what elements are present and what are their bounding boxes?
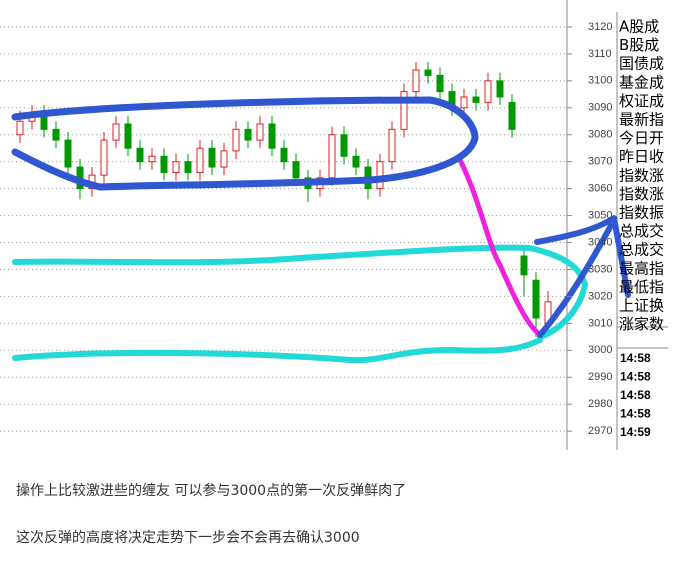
candle-body xyxy=(424,69,432,76)
post-text: 这次反弹的高度将决定走势下一步会不会再去确认3000 xyxy=(16,530,360,546)
candle-body xyxy=(148,155,156,163)
y-tick-label: 3060 xyxy=(588,183,612,195)
panel-label: 国债成 xyxy=(619,55,664,73)
panel-label: 指数振 xyxy=(619,204,664,222)
candle-body xyxy=(52,128,60,141)
y-tick-label: 3020 xyxy=(588,290,612,302)
candle-body xyxy=(412,69,420,93)
candle-body xyxy=(268,123,276,149)
panel-label: 指数涨 xyxy=(619,166,664,184)
y-tick-label: 3090 xyxy=(588,102,612,114)
y-tick-label: 2970 xyxy=(588,425,612,437)
panel-label: 涨家数 xyxy=(619,315,664,333)
annotation-line xyxy=(11,96,479,191)
panel-label: 最高指 xyxy=(619,259,664,277)
candle-body xyxy=(496,80,504,98)
y-tick-label: 3040 xyxy=(588,236,612,248)
candle-body xyxy=(64,139,72,168)
annotation-line xyxy=(537,217,617,338)
candle-body xyxy=(124,123,132,149)
post-text: 操作上比较激进些的缠友 可以参与3000点的第一次反弹鲜肉了 xyxy=(16,483,407,499)
candle-body xyxy=(100,139,108,176)
y-tick-label: 3010 xyxy=(588,317,612,329)
annotations xyxy=(11,96,631,364)
panel-time: 14:58 xyxy=(620,370,651,384)
candle-body xyxy=(400,91,408,130)
y-tick-label: 3100 xyxy=(588,75,612,87)
candle-body xyxy=(220,150,228,168)
candle-body xyxy=(460,96,468,109)
panel-label: 指数涨 xyxy=(619,185,664,203)
panel-label: 总成交 xyxy=(619,241,664,259)
y-tick-label: 3050 xyxy=(588,209,612,221)
candle-body xyxy=(196,147,204,173)
candle-body xyxy=(340,134,348,157)
annotation-line xyxy=(12,244,588,340)
chart: 2970 2980 2990 3000 3010 3020 3030 3040 3050 3060… xyxy=(0,0,668,450)
y-tick-label: 3110 xyxy=(588,48,612,60)
candle-body xyxy=(292,161,300,179)
candle-body xyxy=(436,74,444,93)
panel-label: 上证换 xyxy=(619,297,664,315)
candle-body xyxy=(256,123,264,141)
panel-label: 今日开 xyxy=(619,129,664,147)
candle-body xyxy=(472,96,480,103)
candle-body xyxy=(208,147,216,168)
panel-label: 基金成 xyxy=(619,73,664,91)
panel-label: A股成 xyxy=(619,18,659,36)
candle-body xyxy=(352,155,360,168)
y-tick-label: 2990 xyxy=(588,371,612,383)
candle-body xyxy=(184,161,192,173)
candle-body xyxy=(484,80,492,103)
candles xyxy=(0,26,567,432)
candle-body xyxy=(112,123,120,141)
candle-body xyxy=(328,134,336,179)
panel-label: 最新指 xyxy=(619,111,664,129)
panel-label: 总成交 xyxy=(619,222,664,240)
panel-time: 14:58 xyxy=(620,407,651,421)
panel-time: 14:58 xyxy=(620,388,651,402)
y-tick-label: 3030 xyxy=(588,263,612,275)
y-tick-label: 3080 xyxy=(588,129,612,141)
panel-time: 14:59 xyxy=(620,425,651,439)
panel-label: 最低指 xyxy=(619,278,664,296)
candle-body xyxy=(136,147,144,163)
y-tick-label: 3000 xyxy=(588,344,612,356)
candle-body xyxy=(280,147,288,163)
y-tick-label: 3070 xyxy=(588,156,612,168)
candle-body xyxy=(244,128,252,141)
candle-body xyxy=(160,155,168,173)
panel-label: B股成 xyxy=(619,36,659,54)
candle-body xyxy=(376,161,384,190)
panel-label: 权证成 xyxy=(619,92,664,110)
candle-body xyxy=(232,128,240,152)
annotation-line xyxy=(12,337,543,364)
y-tick-label: 3120 xyxy=(588,21,612,33)
candle-body xyxy=(16,120,24,136)
candle-body xyxy=(532,279,540,319)
panel-time: 14:58 xyxy=(620,351,651,365)
candle-body xyxy=(520,255,528,276)
y-tick-label: 2980 xyxy=(588,398,612,410)
candle-body xyxy=(508,101,516,130)
annotation-line xyxy=(457,157,541,336)
panel-label: 昨日收 xyxy=(619,148,664,166)
candle-body xyxy=(172,161,180,173)
candle-body xyxy=(388,128,396,163)
